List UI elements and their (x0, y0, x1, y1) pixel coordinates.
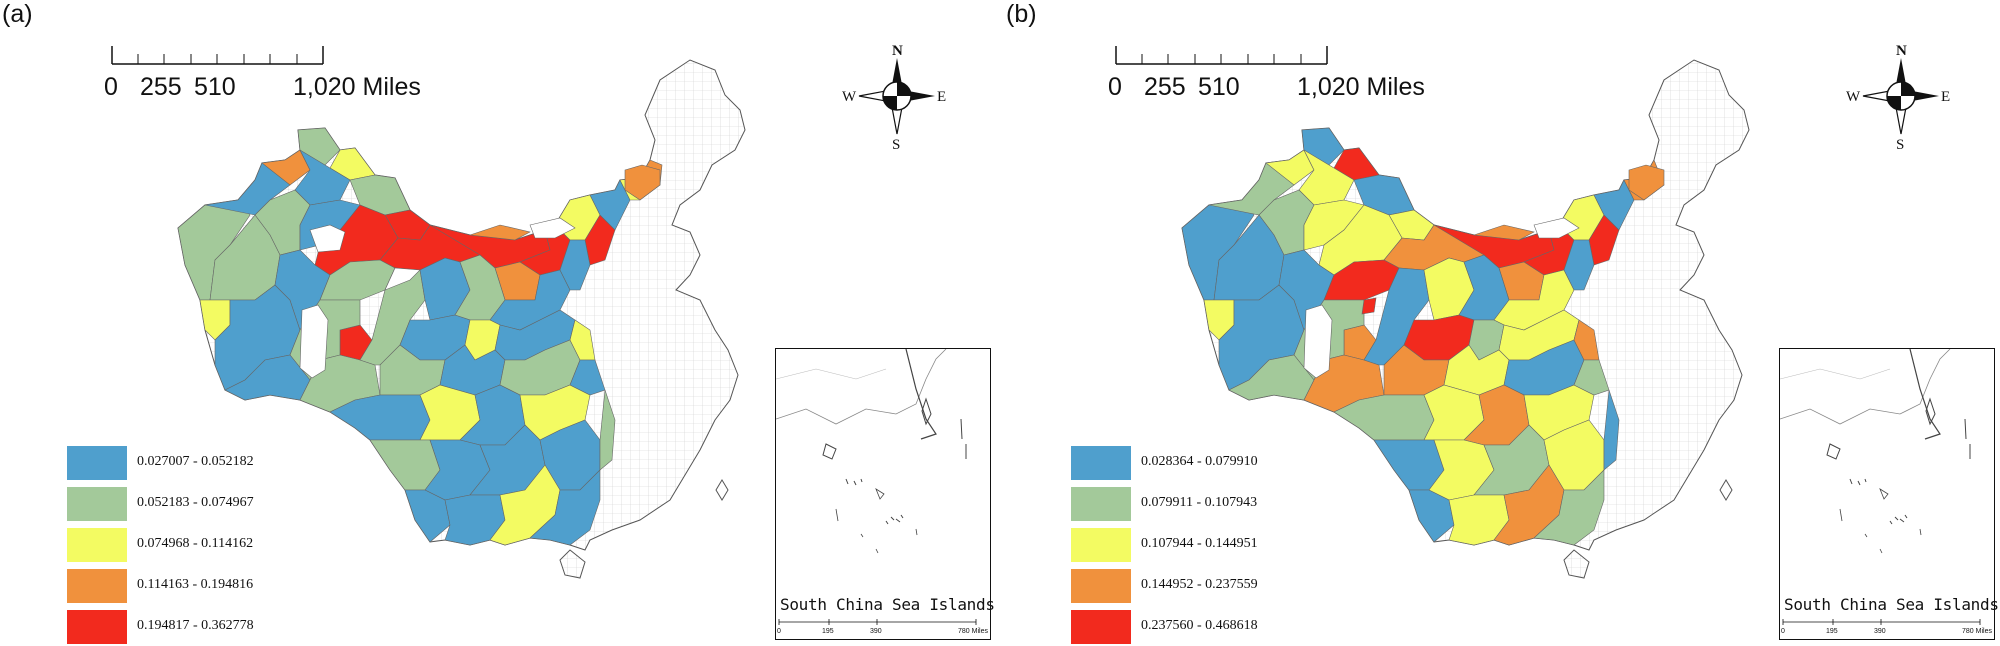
compass-west: W (1846, 89, 1861, 105)
scale-tick-label: 0 (1108, 73, 1122, 101)
inset-scale-tick: 195 (822, 628, 834, 635)
scale-tick-label: 1,020 Miles (1297, 73, 1425, 101)
inset-scale-tick: 780 Miles (958, 628, 988, 635)
legend-item: 0.114163 - 0.194816 (67, 569, 367, 603)
inset-scale-bar: 0 195 390 780 Miles (1781, 619, 1992, 635)
legend-label: 0.028364 - 0.079910 (1141, 454, 1258, 469)
compass-east: E (1941, 89, 1950, 105)
china-map: 0 255 510 1,020 Miles N S E W (1108, 43, 1950, 579)
compass-east: E (937, 89, 946, 105)
scale-tick-label: 255 (140, 73, 182, 101)
compass-north: N (892, 43, 903, 59)
choropleth-regions (1181, 127, 1665, 546)
legend-swatch (67, 610, 127, 644)
compass-south: S (1896, 137, 1904, 153)
legend-swatch (1071, 569, 1131, 603)
scale-tick-label: 0 (104, 73, 118, 101)
legend-label: 0.107944 - 0.144951 (1141, 536, 1258, 551)
compass-north: N (1896, 43, 1907, 59)
legend-item: 0.052183 - 0.074967 (67, 487, 367, 521)
scale-tick-label: 1,020 Miles (293, 73, 421, 101)
legend-label: 0.027007 - 0.052182 (137, 454, 254, 469)
legend-item: 0.079911 - 0.107943 (1071, 487, 1371, 521)
legend-item: 0.074968 - 0.114162 (67, 528, 367, 562)
legend-swatch (67, 487, 127, 521)
legend-swatch (1071, 487, 1131, 521)
panel-label: (a) (2, 0, 33, 28)
inset-title: South China Sea Islands (780, 595, 995, 614)
inset-scale-tick: 390 (1874, 628, 1886, 635)
legend-item: 0.028364 - 0.079910 (1071, 446, 1371, 480)
inset-map: 0 195 390 780 Miles South China Sea Isla… (775, 348, 995, 640)
compass-west: W (842, 89, 857, 105)
china-map: 0 255 510 1,020 Miles N S E W (104, 43, 946, 579)
legend-swatch (1071, 610, 1131, 644)
map-panel-b: (b) 0 255 510 1,020 Miles (1004, 0, 2000, 646)
inset-scale-tick: 0 (777, 628, 781, 635)
legend-label: 0.237560 - 0.468618 (1141, 618, 1258, 633)
inset-map-drawing: 0 195 390 780 Miles (1780, 349, 1992, 635)
legend-item: 0.144952 - 0.237559 (1071, 569, 1371, 603)
inset-scale-tick: 780 Miles (1962, 628, 1992, 635)
inset-scale-bar: 0 195 390 780 Miles (777, 619, 988, 635)
legend-swatch (1071, 528, 1131, 562)
compass-south: S (892, 137, 900, 153)
legend-swatch (67, 569, 127, 603)
legend-item: 0.194817 - 0.362778 (67, 610, 367, 644)
inset-scale-tick: 0 (1781, 628, 1785, 635)
legend-label: 0.079911 - 0.107943 (1141, 495, 1258, 510)
north-arrow-icon: N S E W (1846, 43, 1950, 153)
legend-item: 0.237560 - 0.468618 (1071, 610, 1371, 644)
scale-tick-label: 255 (1144, 73, 1186, 101)
inset-map: 0 195 390 780 Miles South China Sea Isla… (1779, 348, 1999, 640)
scale-tick-label: 510 (194, 73, 236, 101)
legend-label: 0.052183 - 0.074967 (137, 495, 254, 510)
legend-label: 0.114163 - 0.194816 (137, 577, 254, 592)
legend-item: 0.107944 - 0.144951 (1071, 528, 1371, 562)
panel-label: (b) (1006, 0, 1037, 28)
legend-swatch (1071, 446, 1131, 480)
scale-bar: 0 255 510 1,020 Miles (104, 46, 421, 101)
choropleth-regions (177, 127, 663, 546)
legend-swatch (67, 528, 127, 562)
scale-bar: 0 255 510 1,020 Miles (1108, 46, 1425, 101)
legend-label: 0.144952 - 0.237559 (1141, 577, 1258, 592)
inset-scale-tick: 195 (1826, 628, 1838, 635)
legend-swatch (67, 446, 127, 480)
north-arrow-icon: N S E W (842, 43, 946, 153)
inset-map-drawing: 0 195 390 780 Miles (776, 349, 988, 635)
inset-title: South China Sea Islands (1784, 595, 1999, 614)
legend-label: 0.194817 - 0.362778 (137, 618, 254, 633)
legend-item: 0.027007 - 0.052182 (67, 446, 367, 480)
map-panel-a: (a) 0 255 510 1,020 Miles (2, 0, 995, 644)
legend-label: 0.074968 - 0.114162 (137, 536, 254, 551)
scale-tick-label: 510 (1198, 73, 1240, 101)
inset-scale-tick: 390 (870, 628, 882, 635)
